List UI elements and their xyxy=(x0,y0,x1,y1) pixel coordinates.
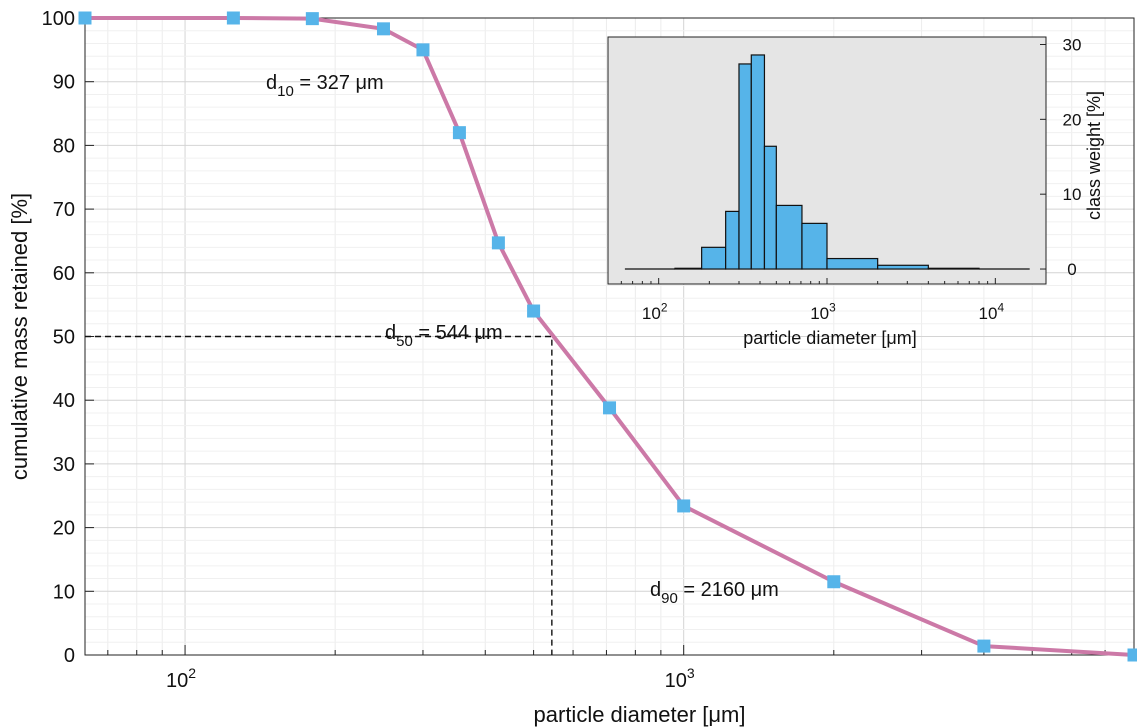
y-tick-label: 10 xyxy=(53,581,75,603)
data-point-marker xyxy=(416,43,430,57)
data-point-marker xyxy=(491,236,505,250)
histogram-bar xyxy=(927,267,980,270)
histogram-bar xyxy=(826,257,879,270)
histogram-bar xyxy=(750,54,766,270)
x-axis-label: particle diameter [μm] xyxy=(534,702,746,727)
inset-x-tick-label: 103 xyxy=(810,300,836,323)
inset-y-tick-label: 0 xyxy=(1067,260,1076,279)
d10-symbol: d xyxy=(266,72,277,94)
data-point-marker xyxy=(977,639,991,653)
histogram-bar xyxy=(725,210,740,270)
y-axis-label: cumulative mass retained [%] xyxy=(7,193,32,480)
d10-annotation: d10 = 327 μm xyxy=(266,72,384,100)
inset-x-tick-label-exponent: 3 xyxy=(829,300,836,314)
inset-x-tick-label-exponent: 2 xyxy=(661,300,668,314)
y-tick-label: 40 xyxy=(53,390,75,412)
x-tick-label: 103 xyxy=(665,665,695,692)
y-tick-label: 70 xyxy=(53,199,75,221)
d10-value: = 327 μm xyxy=(294,72,384,94)
inset-y-tick-label: 20 xyxy=(1063,110,1082,129)
x-tick-label-exponent: 2 xyxy=(188,665,196,681)
d90-subscript: 90 xyxy=(661,590,678,607)
data-point-marker xyxy=(376,22,390,36)
x-tick-label-base: 10 xyxy=(166,670,188,692)
y-tick-label: 100 xyxy=(42,8,75,30)
histogram-bar xyxy=(701,246,727,270)
inset-x-tick-label-base: 10 xyxy=(810,304,829,323)
inset-x-tick-label: 102 xyxy=(642,300,668,323)
y-tick-label: 0 xyxy=(64,645,75,667)
histogram-bar xyxy=(763,145,777,270)
data-point-marker xyxy=(305,12,319,26)
d50-reference-line xyxy=(85,335,553,655)
histogram-bar xyxy=(738,63,752,270)
x-tick-label: 102 xyxy=(166,665,196,692)
data-point-marker xyxy=(226,11,240,25)
inset-x-tick-label: 104 xyxy=(979,300,1005,323)
data-point-marker xyxy=(827,575,841,589)
d50-value: = 544 μm xyxy=(413,322,503,344)
d50-annotation: d50 = 544 μm xyxy=(385,322,503,350)
histogram-bar xyxy=(674,267,703,270)
histogram-bar xyxy=(801,222,828,270)
inset-x-tick-label-base: 10 xyxy=(979,304,998,323)
inset-x-tick-label-exponent: 4 xyxy=(997,300,1004,314)
y-tick-label: 30 xyxy=(53,454,75,476)
y-tick-label: 20 xyxy=(53,518,75,540)
data-point-marker xyxy=(78,11,92,25)
inset-y-tick-label: 10 xyxy=(1063,185,1082,204)
y-tick-label: 80 xyxy=(53,135,75,157)
x-tick-label-exponent: 3 xyxy=(687,665,695,681)
d10-subscript: 10 xyxy=(277,83,294,100)
d90-annotation: d90 = 2160 μm xyxy=(650,579,779,607)
data-point-marker xyxy=(1127,648,1137,662)
d50-subscript: 50 xyxy=(396,333,413,350)
y-tick-label: 90 xyxy=(53,72,75,94)
inset-x-axis-label: particle diameter [μm] xyxy=(743,328,916,348)
d90-value: = 2160 μm xyxy=(678,579,779,601)
x-tick-label-base: 10 xyxy=(665,670,687,692)
inset-y-tick-label: 30 xyxy=(1063,35,1082,54)
d90-symbol: d xyxy=(650,579,661,601)
inset-x-tick-label-base: 10 xyxy=(642,304,661,323)
data-point-marker xyxy=(677,499,691,513)
y-tick-label: 50 xyxy=(53,327,75,349)
d50-symbol: d xyxy=(385,322,396,344)
inset-y-axis-label: class weight [%] xyxy=(1084,91,1104,220)
histogram-bar xyxy=(877,264,929,270)
y-tick-label: 60 xyxy=(53,263,75,285)
data-point-marker xyxy=(452,126,466,140)
data-point-marker xyxy=(603,401,617,415)
data-point-marker xyxy=(527,304,541,318)
histogram-bar xyxy=(775,204,803,270)
